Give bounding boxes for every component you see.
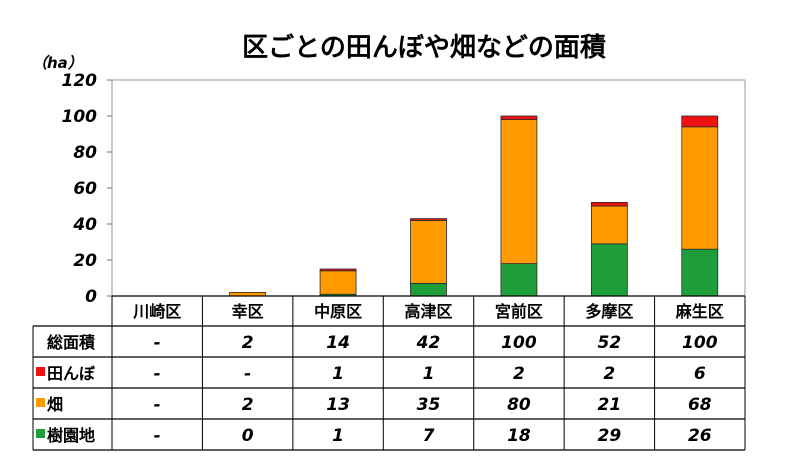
bar-segment-田んぼ-高津区 xyxy=(410,218,447,221)
bar-segment-畑-中原区 xyxy=(319,270,357,295)
legend-swatch xyxy=(36,398,45,407)
table-cell: 1 xyxy=(332,364,344,384)
y-tick-label: 20 xyxy=(73,251,97,271)
table-cell: - xyxy=(154,395,161,415)
table-cell: 1 xyxy=(332,426,344,446)
y-axis-unit: （ha） xyxy=(32,54,83,72)
table-cell: 52 xyxy=(598,333,622,353)
category-label: 川崎区 xyxy=(132,302,181,321)
table-row-label: 田んぼ xyxy=(47,364,96,383)
category-label: 幸区 xyxy=(232,302,264,321)
table-cell: 42 xyxy=(416,333,441,353)
table-cell: 68 xyxy=(688,395,712,415)
category-label: 麻生区 xyxy=(675,302,724,321)
plot-area xyxy=(111,79,746,297)
bar-segment-樹園地-高津区 xyxy=(410,282,447,297)
bar-segment-畑-宮前区 xyxy=(500,119,538,264)
table-cell: 1 xyxy=(423,364,435,384)
table-cell: 14 xyxy=(326,333,350,353)
y-tick-label: 0 xyxy=(85,287,97,307)
bar-segment-樹園地-麻生区 xyxy=(681,248,719,297)
table-cell: 100 xyxy=(501,333,537,353)
table-row-label: 総面積 xyxy=(47,333,96,352)
y-tick-label: 60 xyxy=(73,179,97,199)
y-tick-label: 80 xyxy=(73,143,97,163)
bar-segment-田んぼ-多摩区 xyxy=(590,201,628,207)
table-cell: 26 xyxy=(688,426,712,446)
table-cell: 0 xyxy=(242,426,254,446)
table-cell: 80 xyxy=(507,395,531,415)
table-cell: - xyxy=(154,333,161,353)
bar-segment-畑-高津区 xyxy=(410,219,447,284)
y-tick-label: 120 xyxy=(62,71,98,91)
table-cell: 29 xyxy=(598,426,622,446)
table-cell: 2 xyxy=(242,395,254,415)
table-row-label: 樹園地 xyxy=(47,426,95,445)
table-cell: 18 xyxy=(507,426,531,446)
bar-segment-田んぼ-中原区 xyxy=(319,268,357,272)
table-cell: 6 xyxy=(694,364,706,384)
legend-swatch xyxy=(36,429,45,438)
table-cell: - xyxy=(154,364,161,384)
bar-segment-樹園地-宮前区 xyxy=(500,263,538,297)
y-tick-label: 40 xyxy=(72,215,97,235)
table-cell: 2 xyxy=(242,333,254,353)
bar-segment-田んぼ-麻生区 xyxy=(681,115,719,128)
table-cell: - xyxy=(154,426,161,446)
table-cell: 2 xyxy=(603,364,615,384)
bar-segment-田んぼ-宮前区 xyxy=(500,115,538,120)
category-label: 宮前区 xyxy=(495,302,543,321)
bar-segment-畑-多摩区 xyxy=(590,205,628,245)
chart-title: 区ごとの田んぼや畑などの面積 xyxy=(242,32,606,63)
bar-segment-畑-麻生区 xyxy=(681,126,719,250)
table-cell: 100 xyxy=(682,333,718,353)
table-cell: 35 xyxy=(417,395,441,415)
category-label: 中原区 xyxy=(314,302,362,321)
category-label: 多摩区 xyxy=(585,302,633,321)
table-cell: 2 xyxy=(513,364,525,384)
legend-swatch xyxy=(36,367,45,376)
bar-segment-樹園地-多摩区 xyxy=(590,243,628,297)
table-cell: 7 xyxy=(423,426,435,446)
table-cell: 13 xyxy=(326,395,350,415)
table-cell: - xyxy=(244,364,251,384)
category-label: 高津区 xyxy=(404,302,452,321)
y-tick-label: 100 xyxy=(62,107,98,127)
table-row-label: 畑 xyxy=(47,395,63,414)
y-tick-labels: 0 20 40 60 80 100 120 xyxy=(62,71,112,307)
table-cell: 21 xyxy=(598,395,622,415)
